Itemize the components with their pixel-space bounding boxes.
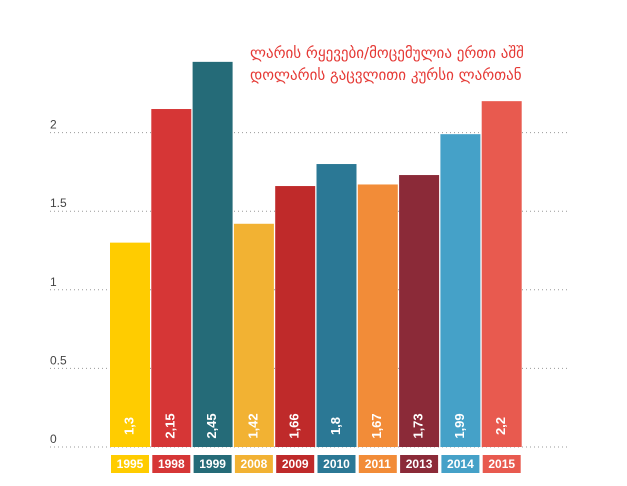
bar-2009 bbox=[275, 186, 316, 447]
data-label-2015: 2,2 bbox=[493, 417, 508, 435]
x-label-box-1999 bbox=[193, 455, 232, 473]
x-label-1998: 1998 bbox=[158, 457, 185, 471]
chart-title-line-2: დოლარის გაცვლითი კურსი ლართან bbox=[250, 66, 522, 84]
y-axis-ticks: 0 0.5 1 1.5 2 bbox=[50, 118, 67, 446]
bars bbox=[110, 61, 522, 448]
bar-1995 bbox=[110, 242, 150, 447]
bar-2014 bbox=[440, 134, 481, 447]
data-label-1999: 2,45 bbox=[204, 413, 219, 438]
x-label-2008: 2008 bbox=[241, 457, 268, 471]
y-tick-label-0: 0 bbox=[50, 432, 57, 446]
x-label-1999: 1999 bbox=[199, 457, 226, 471]
x-label-2014: 2014 bbox=[447, 457, 474, 471]
bar-2011 bbox=[357, 184, 398, 447]
data-label-2013: 1,73 bbox=[411, 413, 426, 438]
data-label-2011: 1,67 bbox=[369, 413, 384, 438]
x-label-box-2014 bbox=[441, 455, 480, 473]
y-tick-label-3: 1.5 bbox=[50, 196, 67, 210]
bar-2013 bbox=[399, 175, 440, 447]
x-label-2013: 2013 bbox=[406, 457, 433, 471]
bar-1999 bbox=[192, 61, 233, 448]
x-label-box-1998 bbox=[152, 455, 191, 473]
bar-2008 bbox=[233, 223, 274, 447]
x-label-2010: 2010 bbox=[323, 457, 350, 471]
data-label-2010: 1,8 bbox=[328, 417, 343, 435]
bar-2010 bbox=[316, 164, 357, 448]
data-label-2008: 1,42 bbox=[245, 413, 260, 438]
y-tick-label-1: 0.5 bbox=[50, 353, 67, 367]
bar-1998 bbox=[151, 109, 192, 448]
x-label-box-2010 bbox=[317, 455, 356, 473]
y-tick-label-2: 1 bbox=[50, 275, 57, 289]
x-label-2015: 2015 bbox=[488, 457, 515, 471]
x-axis-labels: 1995 1998 1999 2008 2009 2010 2011 2013 2014 2015 bbox=[111, 455, 521, 473]
x-label-box-2015 bbox=[482, 455, 521, 473]
data-label-1995: 1,3 bbox=[121, 417, 136, 435]
x-label-box-2009 bbox=[276, 455, 315, 473]
data-label-2009: 1,66 bbox=[287, 413, 302, 438]
x-label-1995: 1995 bbox=[117, 457, 144, 471]
x-label-2011: 2011 bbox=[365, 457, 391, 471]
y-tick-label-4: 2 bbox=[50, 118, 57, 132]
x-label-box-1995 bbox=[111, 455, 149, 473]
data-labels: 1,3 2,15 2,45 1,42 1,66 1,8 1,67 1,73 1,99 2,2 bbox=[121, 413, 508, 438]
x-label-2009: 2009 bbox=[282, 457, 309, 471]
x-label-box-2011 bbox=[358, 455, 397, 473]
x-label-box-2008 bbox=[234, 455, 273, 473]
bar-2015 bbox=[481, 101, 522, 447]
data-label-2014: 1,99 bbox=[452, 413, 467, 438]
x-label-box-2013 bbox=[400, 455, 439, 473]
chart-title-line-1: ლარის რყევები/მოცემულია ერთი აშშ bbox=[250, 44, 524, 62]
data-label-1998: 2,15 bbox=[163, 413, 178, 438]
